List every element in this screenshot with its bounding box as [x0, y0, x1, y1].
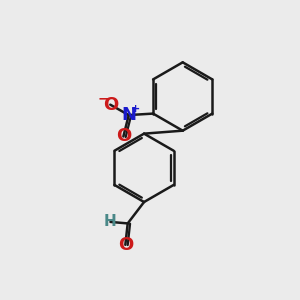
- Text: −: −: [97, 91, 109, 105]
- Text: O: O: [103, 96, 118, 114]
- Text: H: H: [104, 214, 117, 230]
- Text: O: O: [118, 236, 133, 254]
- Text: O: O: [116, 128, 131, 146]
- Text: N: N: [121, 106, 136, 124]
- Text: +: +: [130, 103, 140, 113]
